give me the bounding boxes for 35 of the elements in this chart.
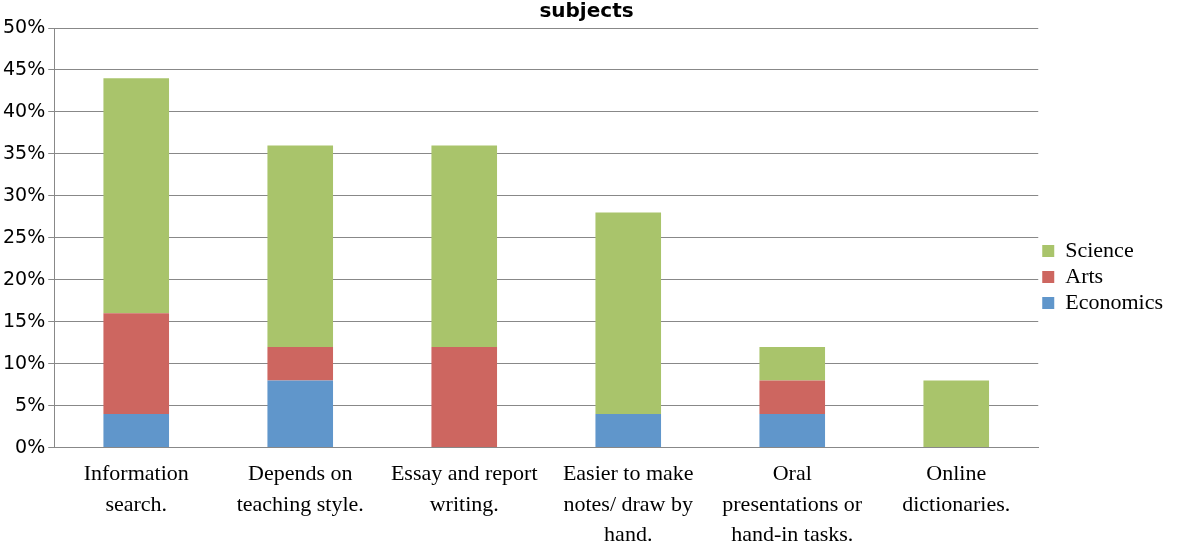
legend-label: Economics	[1065, 288, 1164, 314]
y-tick-label: 30%	[3, 182, 46, 205]
bar	[103, 78, 170, 314]
x-tick-label: Easier to make notes/ draw by hand.	[562, 459, 694, 547]
chart-title: subjects	[539, 0, 634, 23]
bar	[595, 212, 662, 415]
y-tick-label: 20%	[3, 266, 46, 289]
y-tick-label: 5%	[15, 392, 46, 415]
y-tick-label: 45%	[3, 56, 46, 79]
bar	[267, 145, 334, 347]
y-tick-label: 0%	[15, 434, 46, 457]
bar	[431, 145, 498, 347]
bar	[759, 346, 826, 381]
bar	[103, 313, 170, 415]
legend-label: Science	[1065, 236, 1134, 262]
x-tick-label: Information search.	[83, 459, 189, 516]
bar	[759, 380, 826, 415]
bar	[267, 346, 334, 381]
bar	[759, 414, 826, 448]
bar	[595, 414, 662, 448]
y-tick-label: 10%	[3, 350, 46, 373]
x-tick-label: Depends on teaching style.	[236, 459, 364, 516]
y-tick-label: 25%	[3, 224, 46, 247]
x-tick-label: Oral presentations or hand-in tasks.	[722, 459, 863, 547]
legend-label: Arts	[1065, 262, 1104, 288]
x-tick-label: Online dictionaries.	[902, 459, 1011, 516]
bar	[923, 380, 990, 448]
y-tick-label: 35%	[3, 140, 46, 163]
y-tick-label: 15%	[3, 308, 46, 331]
bar	[431, 346, 498, 448]
x-tick-label: Essay and report writing.	[390, 459, 538, 516]
bar	[267, 380, 334, 448]
y-tick-label: 50%	[3, 14, 46, 37]
bar	[103, 414, 170, 448]
y-tick-label: 40%	[3, 98, 46, 121]
